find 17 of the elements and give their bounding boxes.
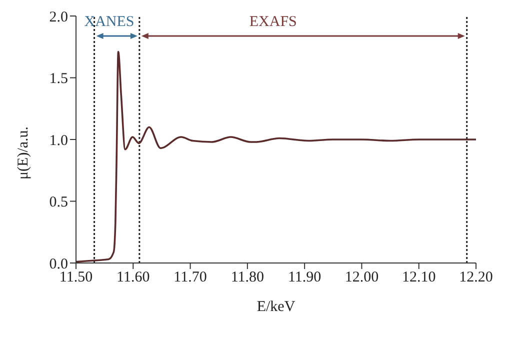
y-tick-label: 2.0 — [49, 9, 68, 26]
x-tick-label: 11.60 — [116, 270, 150, 286]
annotation: EXAFS — [249, 14, 297, 30]
y-tick-label: 0.0 — [49, 256, 68, 272]
x-tick-label: 11.50 — [59, 270, 93, 286]
annotation: XANES — [84, 14, 134, 30]
x-tick-label: 11.70 — [174, 270, 207, 286]
x-tick-label: 12.20 — [459, 270, 493, 286]
x-tick-label: 12.10 — [402, 270, 436, 286]
y-axis-title: μ(E)/a.u. — [15, 126, 32, 180]
y-tick-label: 1.0 — [49, 132, 68, 149]
x-tick-label: 11.80 — [230, 270, 264, 286]
x-axis-title: E/keV — [256, 299, 296, 315]
y-tick-label: 0.5 — [49, 194, 68, 211]
x-tick-label: 11.90 — [288, 270, 322, 286]
x-tick-label: 12.00 — [344, 270, 379, 286]
y-tick-label: 1.5 — [49, 71, 68, 88]
